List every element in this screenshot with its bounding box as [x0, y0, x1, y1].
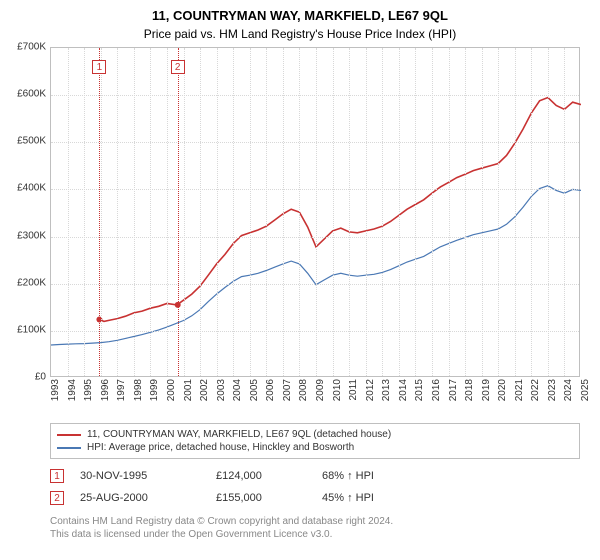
- legend-label: HPI: Average price, detached house, Hinc…: [87, 442, 354, 453]
- page-title: 11, COUNTRYMAN WAY, MARKFIELD, LE67 9QL: [0, 0, 600, 23]
- sale-date: 25-AUG-2000: [80, 492, 200, 504]
- y-tick-label: £300K: [17, 230, 46, 241]
- y-tick-label: £100K: [17, 324, 46, 335]
- x-tick-label: 1994: [67, 379, 78, 401]
- footnote-line: This data is licensed under the Open Gov…: [50, 528, 580, 541]
- y-axis: £0£100K£200K£300K£400K£500K£600K£700K: [5, 47, 50, 377]
- x-tick-label: 2024: [563, 379, 574, 401]
- footnote-line: Contains HM Land Registry data © Crown c…: [50, 515, 580, 528]
- sale-marker-line: [178, 48, 179, 376]
- x-tick-label: 2012: [365, 379, 376, 401]
- x-tick-label: 1997: [116, 379, 127, 401]
- x-tick-label: 2006: [265, 379, 276, 401]
- x-tick-label: 2004: [232, 379, 243, 401]
- x-tick-label: 2016: [431, 379, 442, 401]
- y-tick-label: £700K: [17, 42, 46, 53]
- x-tick-label: 2019: [481, 379, 492, 401]
- chart: £0£100K£200K£300K£400K£500K£600K£700K 12: [50, 47, 580, 377]
- x-tick-label: 1996: [100, 379, 111, 401]
- x-tick-label: 2014: [398, 379, 409, 401]
- x-tick-label: 2017: [448, 379, 459, 401]
- x-tick-label: 1995: [83, 379, 94, 401]
- footnote: Contains HM Land Registry data © Crown c…: [50, 515, 580, 541]
- x-tick-label: 2020: [497, 379, 508, 401]
- sale-pct: 45% ↑ HPI: [322, 492, 422, 504]
- legend-row: HPI: Average price, detached house, Hinc…: [57, 441, 573, 454]
- legend-swatch: [57, 447, 81, 449]
- sale-row: 2 25-AUG-2000 £155,000 45% ↑ HPI: [50, 487, 580, 509]
- x-tick-label: 2013: [381, 379, 392, 401]
- y-tick-label: £600K: [17, 89, 46, 100]
- plot-area: 12: [50, 47, 580, 377]
- y-tick-label: £0: [35, 372, 46, 383]
- x-tick-label: 2023: [547, 379, 558, 401]
- x-tick-label: 2001: [183, 379, 194, 401]
- x-tick-label: 2002: [199, 379, 210, 401]
- legend-swatch: [57, 434, 81, 436]
- x-tick-label: 2005: [249, 379, 260, 401]
- sales-table: 1 30-NOV-1995 £124,000 68% ↑ HPI 2 25-AUG-200…: [50, 465, 580, 509]
- x-tick-label: 2010: [332, 379, 343, 401]
- sale-marker-box: 1: [92, 60, 106, 74]
- y-tick-label: £500K: [17, 136, 46, 147]
- x-tick-label: 2000: [166, 379, 177, 401]
- sale-marker-line: [99, 48, 100, 376]
- x-tick-label: 2008: [298, 379, 309, 401]
- sale-row-box: 2: [50, 491, 64, 505]
- sale-row: 1 30-NOV-1995 £124,000 68% ↑ HPI: [50, 465, 580, 487]
- legend-row: 11, COUNTRYMAN WAY, MARKFIELD, LE67 9QL …: [57, 428, 573, 441]
- legend-label: 11, COUNTRYMAN WAY, MARKFIELD, LE67 9QL …: [87, 429, 391, 440]
- x-tick-label: 1998: [133, 379, 144, 401]
- series-property: [99, 98, 581, 322]
- x-tick-label: 2015: [414, 379, 425, 401]
- sale-row-box: 1: [50, 469, 64, 483]
- x-tick-label: 1999: [149, 379, 160, 401]
- y-tick-label: £200K: [17, 277, 46, 288]
- x-tick-label: 2009: [315, 379, 326, 401]
- x-tick-label: 2021: [514, 379, 525, 401]
- y-tick-label: £400K: [17, 183, 46, 194]
- x-tick-label: 2025: [580, 379, 591, 401]
- x-tick-label: 2007: [282, 379, 293, 401]
- x-tick-label: 1993: [50, 379, 61, 401]
- sale-date: 30-NOV-1995: [80, 470, 200, 482]
- sale-price: £155,000: [216, 492, 306, 504]
- sale-marker-box: 2: [171, 60, 185, 74]
- legend: 11, COUNTRYMAN WAY, MARKFIELD, LE67 9QL …: [50, 423, 580, 459]
- sale-price: £124,000: [216, 470, 306, 482]
- x-tick-label: 2003: [216, 379, 227, 401]
- x-axis: 1993 1994 1995 1996 1997 1998 1999 2000 2001 2002…: [50, 377, 580, 419]
- x-tick-label: 2022: [530, 379, 541, 401]
- sale-pct: 68% ↑ HPI: [322, 470, 422, 482]
- x-tick-label: 2011: [348, 379, 359, 401]
- x-tick-label: 2018: [464, 379, 475, 401]
- page-subtitle: Price paid vs. HM Land Registry's House …: [0, 23, 600, 47]
